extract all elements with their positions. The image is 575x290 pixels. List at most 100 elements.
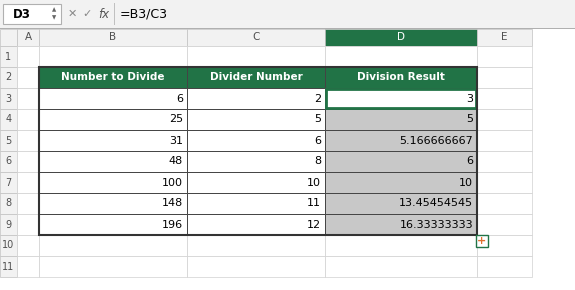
- Text: =B3/C3: =B3/C3: [120, 8, 168, 21]
- Text: 100: 100: [162, 177, 183, 188]
- Bar: [187, 256, 325, 277]
- Bar: [477, 193, 532, 214]
- Bar: [0, 0, 575, 28]
- Text: Divider Number: Divider Number: [210, 72, 302, 82]
- Bar: [39, 256, 187, 277]
- Text: 148: 148: [162, 198, 183, 209]
- Text: 2: 2: [314, 93, 321, 104]
- Text: 2: 2: [5, 72, 12, 82]
- Bar: [17, 109, 39, 130]
- Bar: [0, 151, 17, 172]
- Bar: [39, 151, 187, 172]
- Bar: [477, 172, 532, 193]
- Text: 6: 6: [466, 157, 473, 166]
- Text: 5: 5: [466, 115, 473, 124]
- Text: ▼: ▼: [52, 15, 56, 21]
- Text: 3: 3: [466, 93, 473, 104]
- Bar: [187, 172, 325, 193]
- Text: 6: 6: [5, 157, 12, 166]
- Bar: [39, 193, 187, 214]
- Text: fx: fx: [98, 8, 110, 21]
- Text: 8: 8: [5, 198, 12, 209]
- Text: 5: 5: [314, 115, 321, 124]
- Text: 1: 1: [5, 52, 12, 61]
- Bar: [326, 89, 476, 108]
- Text: 16.33333333: 16.33333333: [400, 220, 473, 229]
- Bar: [476, 235, 488, 247]
- Bar: [17, 193, 39, 214]
- Text: 11: 11: [2, 262, 14, 271]
- Text: ✕: ✕: [67, 9, 76, 19]
- Bar: [17, 235, 39, 256]
- Text: 196: 196: [162, 220, 183, 229]
- Bar: [477, 256, 532, 277]
- Bar: [0, 193, 17, 214]
- Text: 12: 12: [307, 220, 321, 229]
- Text: Number to Divide: Number to Divide: [62, 72, 165, 82]
- Bar: [325, 214, 477, 235]
- Bar: [187, 109, 325, 130]
- Bar: [17, 256, 39, 277]
- Text: ▲: ▲: [52, 8, 56, 12]
- Bar: [39, 130, 187, 151]
- Text: 11: 11: [307, 198, 321, 209]
- Bar: [477, 130, 532, 151]
- Bar: [0, 214, 17, 235]
- Bar: [114, 3, 115, 25]
- Bar: [0, 29, 17, 46]
- Text: 7: 7: [5, 177, 12, 188]
- Bar: [187, 193, 325, 214]
- Bar: [477, 88, 532, 109]
- Text: 9: 9: [5, 220, 12, 229]
- Bar: [187, 214, 325, 235]
- Bar: [477, 151, 532, 172]
- Bar: [39, 29, 187, 46]
- Bar: [17, 151, 39, 172]
- Text: 5: 5: [5, 135, 12, 146]
- Bar: [39, 88, 187, 109]
- Bar: [325, 193, 477, 214]
- Text: B: B: [109, 32, 117, 43]
- Bar: [187, 46, 325, 67]
- Text: 25: 25: [169, 115, 183, 124]
- Bar: [477, 214, 532, 235]
- Bar: [39, 109, 187, 130]
- Text: 3: 3: [5, 93, 12, 104]
- Bar: [17, 67, 39, 88]
- Text: 13.45454545: 13.45454545: [399, 198, 473, 209]
- Bar: [325, 88, 477, 109]
- Bar: [325, 235, 477, 256]
- Bar: [187, 67, 325, 88]
- Bar: [477, 109, 532, 130]
- Bar: [17, 130, 39, 151]
- Bar: [477, 235, 532, 256]
- Bar: [0, 130, 17, 151]
- Text: 8: 8: [314, 157, 321, 166]
- Bar: [325, 46, 477, 67]
- Bar: [325, 172, 477, 193]
- Bar: [0, 46, 17, 67]
- Text: E: E: [501, 32, 508, 43]
- Bar: [39, 214, 187, 235]
- Text: Division Result: Division Result: [357, 72, 445, 82]
- Bar: [325, 109, 477, 130]
- Bar: [0, 172, 17, 193]
- Text: 6: 6: [176, 93, 183, 104]
- Bar: [0, 235, 17, 256]
- Bar: [325, 29, 477, 46]
- Text: A: A: [24, 32, 32, 43]
- Bar: [187, 235, 325, 256]
- Bar: [39, 67, 477, 235]
- Bar: [17, 46, 39, 67]
- Text: ✓: ✓: [82, 9, 91, 19]
- Bar: [39, 46, 187, 67]
- Text: 10: 10: [2, 240, 14, 251]
- Text: 48: 48: [168, 157, 183, 166]
- Bar: [325, 67, 477, 88]
- Bar: [187, 151, 325, 172]
- Text: +: +: [477, 236, 486, 246]
- Bar: [325, 130, 477, 151]
- Text: 31: 31: [169, 135, 183, 146]
- Bar: [39, 172, 187, 193]
- Text: 10: 10: [459, 177, 473, 188]
